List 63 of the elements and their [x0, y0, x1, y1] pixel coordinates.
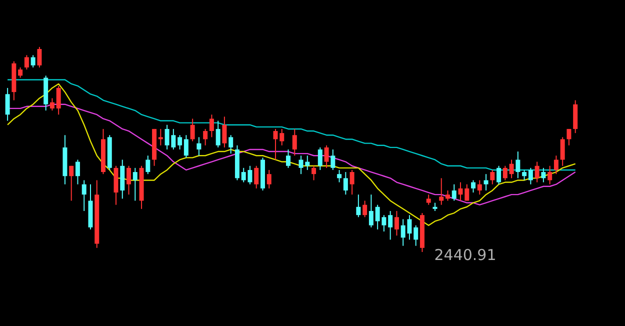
candlestick — [69, 165, 74, 202]
candlestick — [343, 172, 348, 196]
candlestick — [203, 128, 208, 146]
candlestick — [37, 46, 42, 68]
candlestick — [452, 184, 456, 202]
candlestick — [216, 120, 220, 148]
candlestick — [318, 146, 322, 170]
candlestick — [414, 224, 418, 246]
candlestick — [490, 169, 495, 185]
candlestick — [158, 128, 163, 146]
candlestick — [471, 180, 476, 194]
candlestick — [516, 151, 520, 179]
candlestick — [388, 210, 393, 240]
candlestick — [362, 200, 368, 218]
candlestick — [509, 159, 514, 179]
candlestick — [82, 180, 86, 212]
candlestick — [132, 167, 138, 202]
candlestick — [548, 165, 552, 185]
candlestick — [254, 165, 259, 189]
candlestick — [228, 134, 234, 154]
candlestick — [209, 114, 214, 138]
candlestick — [534, 161, 540, 183]
candlestick — [56, 85, 61, 116]
candlestick — [5, 87, 10, 122]
candlestick — [350, 169, 354, 196]
candlestick — [126, 165, 132, 196]
candlestick — [280, 128, 284, 146]
candlestick — [196, 136, 202, 156]
candlestick — [273, 128, 278, 160]
candlestick — [560, 136, 565, 166]
candlestick — [18, 66, 23, 78]
candlestick — [522, 169, 527, 181]
annotation: 2440.91 — [434, 246, 496, 264]
candlestick — [502, 165, 508, 181]
candlestick — [426, 194, 431, 206]
candlestick — [356, 194, 361, 218]
candlestick — [178, 134, 182, 150]
candlestick — [184, 134, 188, 158]
candlestick — [554, 155, 558, 175]
candlestick — [368, 194, 374, 228]
candlestick — [337, 169, 342, 183]
candlestick — [330, 148, 336, 170]
candlestick — [286, 148, 291, 168]
candlestick — [566, 128, 572, 146]
candlestick — [324, 144, 329, 168]
candlestick — [496, 165, 502, 185]
candlestick — [484, 174, 488, 191]
candlestick — [30, 54, 36, 68]
candlestick — [50, 98, 54, 112]
candlestick — [190, 118, 195, 142]
candlestick — [75, 159, 80, 185]
candlestick — [477, 180, 482, 196]
candlestick — [292, 128, 297, 156]
candlestick — [394, 210, 399, 236]
candlestick — [222, 116, 227, 148]
candlestick — [528, 167, 533, 185]
candlestick — [439, 178, 444, 206]
candlestick — [146, 155, 150, 175]
candlestick — [266, 169, 272, 189]
candlestick — [541, 167, 546, 183]
candlestick — [24, 54, 29, 70]
candlestick — [312, 165, 316, 181]
candlestick — [446, 190, 450, 202]
